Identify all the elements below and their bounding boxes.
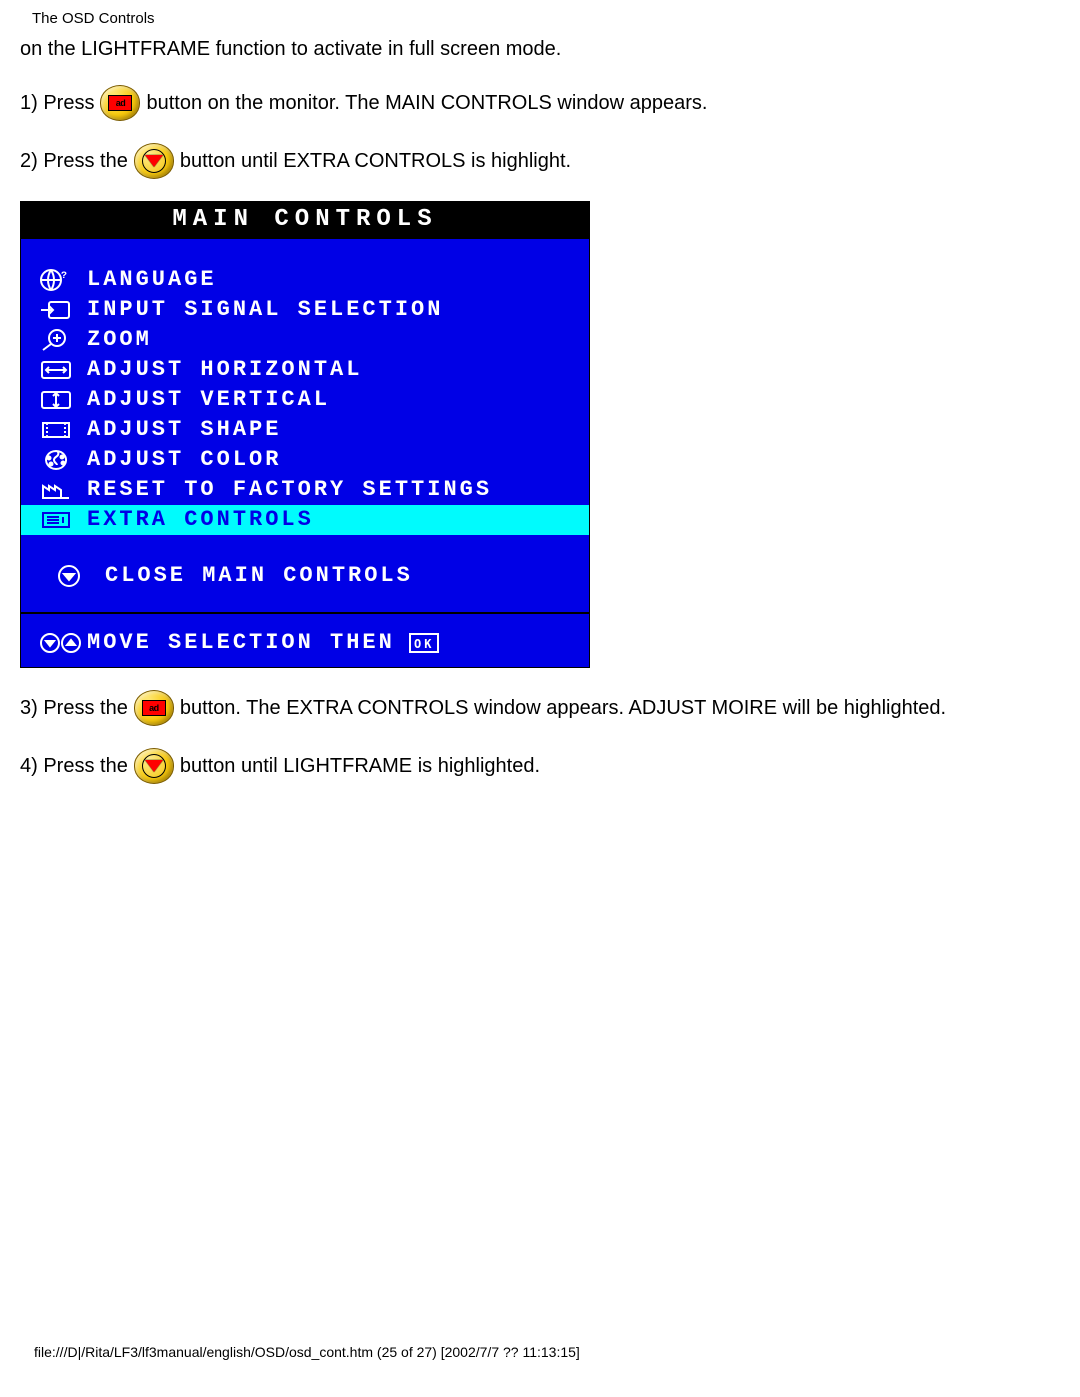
ok-glyph: ad	[142, 700, 166, 716]
osd-item-label: RESET TO FACTORY SETTINGS	[87, 477, 579, 502]
svg-text:OK: OK	[414, 637, 434, 651]
ok-glyph: ad	[108, 95, 132, 111]
osd-item-reset-factory[interactable]: RESET TO FACTORY SETTINGS	[21, 475, 589, 505]
input-signal-icon	[39, 298, 87, 322]
ok-button-icon: ad	[134, 690, 174, 726]
zoom-icon	[39, 328, 87, 352]
osd-item-zoom[interactable]: ZOOM	[21, 325, 589, 355]
osd-item-language[interactable]: ? LANGUAGE	[21, 265, 589, 295]
osd-item-label: ADJUST SHAPE	[87, 417, 579, 442]
factory-icon	[39, 478, 87, 502]
ok-box-icon: OK	[409, 633, 439, 653]
osd-body: ? LANGUAGE INPUT SIGNAL SELECTION ZOOM	[21, 239, 589, 667]
adjust-horizontal-icon	[39, 358, 87, 382]
intro-text: on the LIGHTFRAME function to activate i…	[20, 35, 1060, 63]
osd-item-adjust-vertical[interactable]: ADJUST VERTICAL	[21, 385, 589, 415]
up-down-icon	[39, 631, 87, 655]
osd-item-label: EXTRA CONTROLS	[87, 507, 579, 532]
down-button-icon	[134, 748, 174, 784]
page-header: The OSD Controls	[32, 10, 1060, 27]
osd-item-adjust-horizontal[interactable]: ADJUST HORIZONTAL	[21, 355, 589, 385]
step-4-prefix: 4) Press the	[20, 755, 128, 778]
step-3-prefix: 3) Press the	[20, 697, 128, 720]
close-down-icon	[57, 564, 105, 588]
down-button-icon	[134, 143, 174, 179]
adjust-shape-icon	[39, 418, 87, 442]
extra-controls-icon	[39, 508, 87, 532]
osd-panel: MAIN CONTROLS ? LANGUAGE INPUT SIGNAL SE…	[20, 201, 590, 668]
osd-item-input-signal[interactable]: INPUT SIGNAL SELECTION	[21, 295, 589, 325]
step-3: 3) Press the ad button. The EXTRA CONTRO…	[20, 690, 1060, 726]
step-2-prefix: 2) Press the	[20, 150, 128, 173]
osd-item-extra-controls[interactable]: EXTRA CONTROLS	[21, 505, 589, 535]
step-3-suffix: button. The EXTRA CONTROLS window appear…	[180, 697, 946, 720]
svg-text:?: ?	[61, 271, 70, 282]
osd-title: MAIN CONTROLS	[21, 202, 589, 239]
osd-item-adjust-color[interactable]: ADJUST COLOR	[21, 445, 589, 475]
osd-item-label: ZOOM	[87, 327, 579, 352]
step-2: 2) Press the button until EXTRA CONTROLS…	[20, 143, 1060, 179]
step-2-suffix: button until EXTRA CONTROLS is highlight…	[180, 150, 571, 173]
step-4: 4) Press the button until LIGHTFRAME is …	[20, 748, 1060, 784]
osd-item-label: ADJUST COLOR	[87, 447, 579, 472]
osd-item-adjust-shape[interactable]: ADJUST SHAPE	[21, 415, 589, 445]
osd-close-label: CLOSE MAIN CONTROLS	[105, 563, 413, 588]
osd-item-label: ADJUST HORIZONTAL	[87, 357, 579, 382]
language-icon: ?	[39, 268, 87, 292]
ok-button-icon: ad	[100, 85, 140, 121]
step-1-suffix: button on the monitor. The MAIN CONTROLS…	[146, 92, 707, 115]
file-path-footer: file:///D|/Rita/LF3/lf3manual/english/OS…	[20, 1344, 1060, 1376]
osd-footer-text: MOVE SELECTION THEN	[87, 630, 395, 655]
osd-item-label: INPUT SIGNAL SELECTION	[87, 297, 579, 322]
osd-footer: MOVE SELECTION THEN OK	[21, 616, 589, 667]
step-4-suffix: button until LIGHTFRAME is highlighted.	[180, 755, 540, 778]
adjust-vertical-icon	[39, 388, 87, 412]
osd-item-label: ADJUST VERTICAL	[87, 387, 579, 412]
adjust-color-icon	[39, 448, 87, 472]
step-1: 1) Press ad button on the monitor. The M…	[20, 85, 1060, 121]
step-1-prefix: 1) Press	[20, 92, 94, 115]
osd-close-row[interactable]: CLOSE MAIN CONTROLS	[21, 559, 589, 598]
osd-item-label: LANGUAGE	[87, 267, 579, 292]
